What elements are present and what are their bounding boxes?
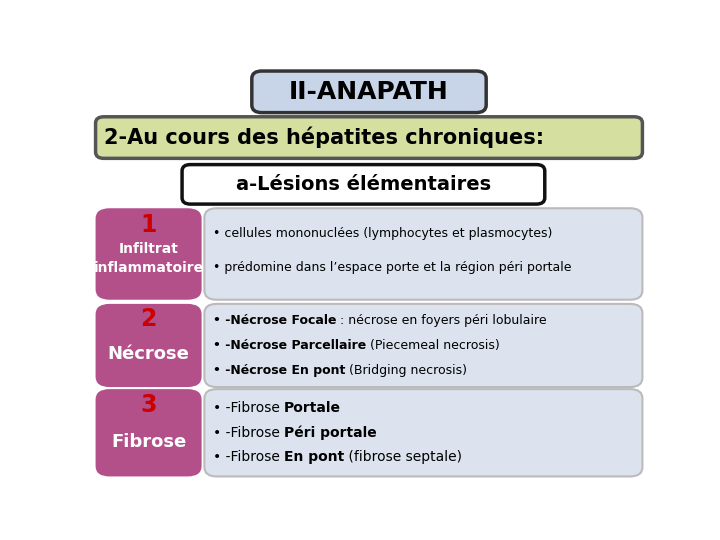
Text: • -Nécrose Focale: • -Nécrose Focale [213, 314, 336, 327]
Text: (Piecemeal necrosis): (Piecemeal necrosis) [366, 339, 500, 352]
Text: • -Nécrose Parcellaire: • -Nécrose Parcellaire [213, 339, 366, 352]
Text: • -Fibrose: • -Fibrose [213, 426, 284, 440]
FancyBboxPatch shape [96, 304, 202, 387]
Text: • cellules mononuclées (lymphocytes et plasmocytes): • cellules mononuclées (lymphocytes et p… [213, 227, 552, 240]
Text: 2: 2 [140, 307, 157, 331]
Text: : nécrose en foyers péri lobulaire: : nécrose en foyers péri lobulaire [336, 314, 547, 327]
Text: En pont: En pont [284, 450, 344, 464]
Text: Portale: Portale [284, 401, 341, 415]
Text: (fibrose septale): (fibrose septale) [344, 450, 462, 464]
Text: a-Lésions élémentaires: a-Lésions élémentaires [236, 175, 491, 194]
Text: inflammatoire: inflammatoire [94, 261, 204, 275]
Text: 2-Au cours des hépatites chroniques:: 2-Au cours des hépatites chroniques: [104, 127, 544, 148]
Text: Infiltrat: Infiltrat [119, 242, 179, 256]
Text: II-ANAPATH: II-ANAPATH [289, 80, 449, 104]
Text: • -Nécrose En pont: • -Nécrose En pont [213, 364, 345, 377]
Text: • prédomine dans l’espace porte et la région péri portale: • prédomine dans l’espace porte et la ré… [213, 261, 571, 274]
Text: • -Fibrose: • -Fibrose [213, 401, 284, 415]
FancyBboxPatch shape [182, 165, 545, 204]
Text: • -Fibrose: • -Fibrose [213, 450, 284, 464]
FancyBboxPatch shape [96, 117, 642, 158]
FancyBboxPatch shape [252, 71, 486, 113]
FancyBboxPatch shape [204, 208, 642, 300]
Text: 3: 3 [140, 393, 157, 417]
Text: Nécrose: Nécrose [108, 345, 189, 363]
Text: Fibrose: Fibrose [111, 433, 186, 450]
FancyBboxPatch shape [204, 304, 642, 387]
Text: Péri portale: Péri portale [284, 426, 377, 440]
FancyBboxPatch shape [204, 389, 642, 476]
FancyBboxPatch shape [96, 389, 202, 476]
FancyBboxPatch shape [96, 208, 202, 300]
Text: (Bridging necrosis): (Bridging necrosis) [345, 364, 467, 377]
Text: 1: 1 [140, 213, 157, 237]
